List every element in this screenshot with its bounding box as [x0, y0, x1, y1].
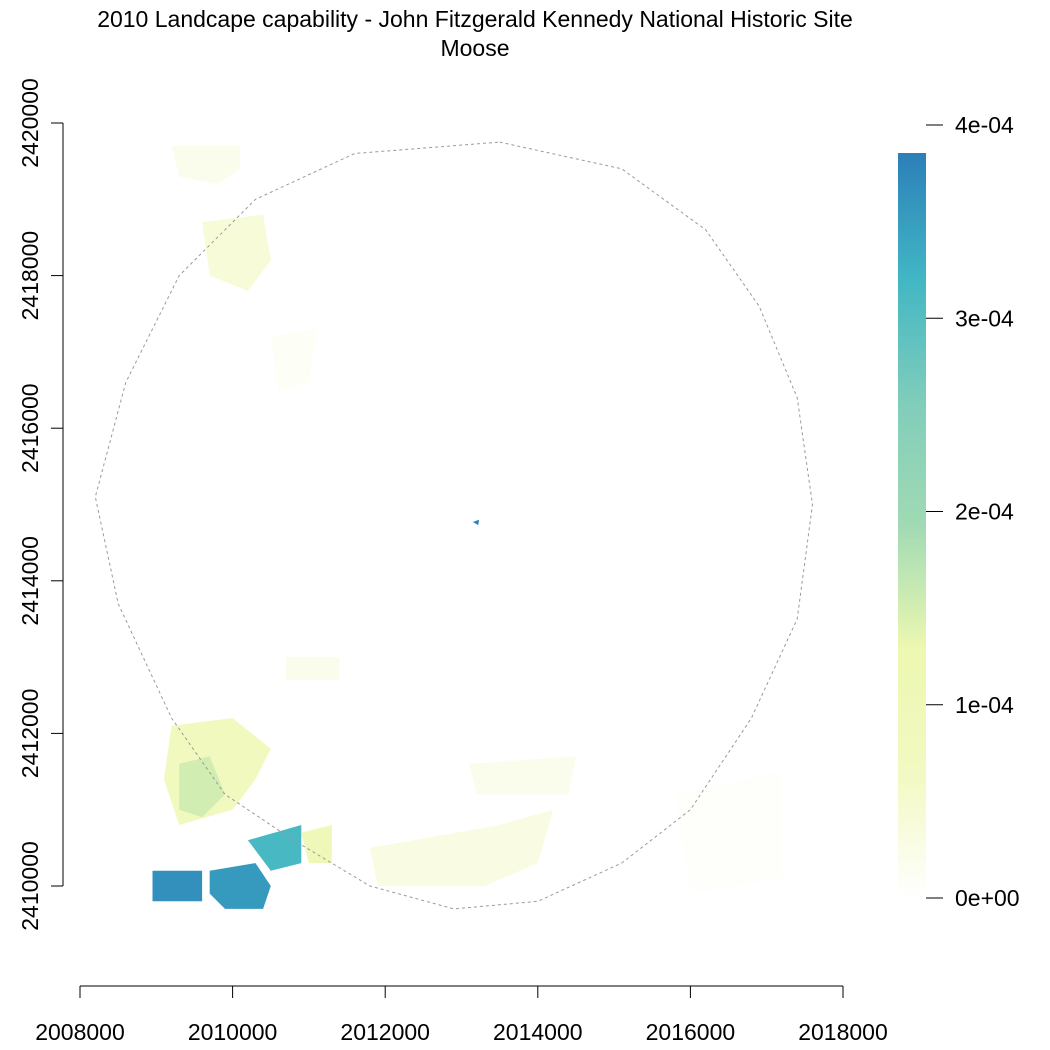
- raster-patch-west: [286, 657, 340, 680]
- y-tick-label: 2418000: [17, 231, 43, 321]
- x-tick-label: 2010000: [188, 1019, 278, 1045]
- y-tick-label: 2414000: [17, 536, 43, 626]
- y-tick-label: 2412000: [17, 689, 43, 779]
- x-tick-label: 2014000: [493, 1019, 583, 1045]
- x-tick-label: 2012000: [340, 1019, 430, 1045]
- legend-tick-label: 2e-04: [955, 499, 1014, 525]
- legend-tick-label: 4e-04: [955, 112, 1014, 138]
- legend-tick-label: 0e+00: [955, 885, 1020, 911]
- legend-colorbar: 0e+00 1e-04 2e-04 3e-04 4e-04: [898, 112, 1020, 911]
- x-axis: 2008000 2010000 2012000 2014000 2016000 20180…: [35, 985, 888, 1045]
- y-tick-label: 2420000: [17, 78, 43, 168]
- raster-map: [94, 141, 814, 910]
- raster-patch-south-west: [209, 863, 271, 909]
- chart-subtitle: Moose: [440, 35, 510, 61]
- raster-patch-north-west: [202, 214, 271, 291]
- raster-patch-south-central: [369, 809, 554, 886]
- legend-tick-label: 1e-04: [955, 692, 1014, 718]
- site-buffer-boundary: [94, 141, 814, 910]
- y-tick-label: 2416000: [17, 383, 43, 473]
- raster-patch-north-west: [171, 145, 241, 184]
- y-axis: 2410000 2412000 2414000 2416000 2418000 24200…: [17, 78, 64, 931]
- raster-patch-south-central: [469, 756, 576, 795]
- chart-title: 2010 Landcape capability - John Fitzgera…: [97, 6, 853, 32]
- raster-patch-south-west: [301, 825, 332, 864]
- legend-tick-label: 3e-04: [955, 305, 1014, 331]
- x-tick-label: 2008000: [35, 1019, 125, 1045]
- raster-patch-south-east: [675, 771, 782, 894]
- x-tick-label: 2016000: [646, 1019, 736, 1045]
- raster-patch-south-west: [179, 756, 225, 818]
- x-tick-label: 2018000: [798, 1019, 888, 1045]
- raster-patch-west-central: [270, 329, 317, 391]
- y-tick-label: 2410000: [17, 841, 43, 931]
- legend-color-bar: [898, 153, 926, 898]
- raster-patch-south-west: [152, 870, 203, 902]
- raster-patch-centre: [472, 519, 479, 526]
